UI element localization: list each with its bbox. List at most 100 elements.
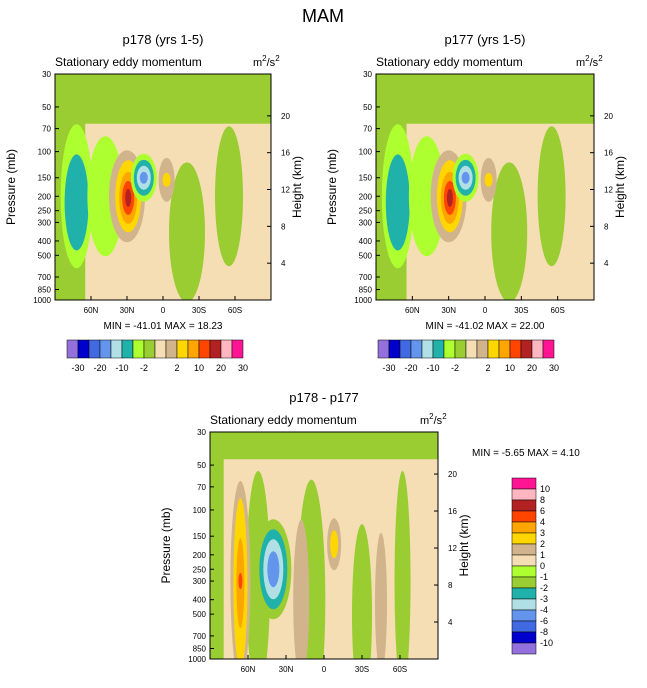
pressure-tick-label: 300 xyxy=(38,218,52,227)
lat-tick-label: 30S xyxy=(514,306,528,315)
lat-tick-label: 60S xyxy=(393,665,407,674)
panels: p178 (yrs 1-5) Stationary eddy momentum m2… xyxy=(4,32,627,674)
colorbar-label: -1 xyxy=(540,572,548,582)
pressure-tick-label: 500 xyxy=(359,251,373,260)
colorbar-box xyxy=(443,339,456,359)
min-max-label: MIN = -5.65 MAX = 4.10 xyxy=(472,448,580,459)
trough-core xyxy=(461,171,470,184)
panel-title: p178 (yrs 1-5) xyxy=(123,32,204,47)
colorbar-label: 3 xyxy=(540,528,545,538)
colorbar-box xyxy=(388,339,401,359)
units-label: m2/s2 xyxy=(420,412,447,427)
colorbar-box xyxy=(511,499,537,512)
height-tick-label: 4 xyxy=(281,259,286,268)
pressure-tick-label: 850 xyxy=(38,286,52,295)
colorbar-label: -30 xyxy=(71,363,84,373)
jet-core xyxy=(125,188,132,207)
height-tick-label: 20 xyxy=(281,112,290,121)
colorbar-box xyxy=(511,576,537,589)
units-label: m2/s2 xyxy=(576,54,603,69)
pressure-tick-label: 1000 xyxy=(33,296,51,305)
colorbar-label: 2 xyxy=(540,539,545,549)
pressure-tick-label: 1000 xyxy=(188,655,206,664)
pressure-tick-label: 200 xyxy=(359,192,373,201)
lat-tick-label: 60S xyxy=(551,306,565,315)
pressure-tick-label: 300 xyxy=(193,577,207,586)
colorbar-box xyxy=(231,339,244,359)
colorbar-box xyxy=(520,339,533,359)
y-axis-label: Pressure (mb) xyxy=(159,507,173,583)
colorbar-label: -10 xyxy=(426,363,439,373)
trough-core xyxy=(139,171,148,184)
height-tick-label: 8 xyxy=(448,581,453,590)
colorbar-box xyxy=(99,339,112,359)
sh-neg-band2 xyxy=(394,471,411,659)
colorbar-box xyxy=(511,565,537,578)
colorbar-box xyxy=(454,339,467,359)
colorbar-box xyxy=(110,339,123,359)
lat-tick-label: 0 xyxy=(161,306,166,315)
min-max-label: MIN = -41.01 MAX = 18.23 xyxy=(104,321,223,332)
sh-band2 xyxy=(215,126,243,267)
colorbar-box xyxy=(511,477,537,490)
colorbar-label: 8 xyxy=(540,495,545,505)
pressure-tick-label: 500 xyxy=(38,251,52,260)
colorbar-box xyxy=(511,609,537,622)
colorbar-box xyxy=(511,521,537,534)
lat-tick-label: 0 xyxy=(483,306,488,315)
height-tick-label: 20 xyxy=(448,470,457,479)
pressure-tick-label: 150 xyxy=(38,174,52,183)
lat-tick-label: 30N xyxy=(441,306,456,315)
pressure-tick-label: 30 xyxy=(197,428,206,437)
colorbar-label: -4 xyxy=(540,605,548,615)
panel-p177: p177 (yrs 1-5) Stationary eddy momentum m2… xyxy=(325,32,627,373)
colorbar-box xyxy=(531,339,544,359)
min-max-label: MIN = -41.02 MAX = 22.00 xyxy=(426,321,545,332)
colorbar-label: 20 xyxy=(216,363,226,373)
plot-area xyxy=(376,74,594,300)
trop-max-core xyxy=(330,530,339,559)
colorbar-box xyxy=(66,339,79,359)
sh-pos-band xyxy=(375,532,387,659)
colorbar-box xyxy=(511,554,537,567)
colorbar-box xyxy=(220,339,233,359)
colorbar-box xyxy=(542,339,555,359)
pressure-tick-label: 70 xyxy=(42,125,51,134)
colorbar-box xyxy=(377,339,390,359)
plot-area xyxy=(55,74,271,300)
colorbar-box xyxy=(465,339,478,359)
pressure-tick-label: 50 xyxy=(363,103,372,112)
nh-edge xyxy=(210,432,224,659)
figure-title: MAM xyxy=(302,6,344,26)
lat-tick-label: 60S xyxy=(228,306,242,315)
pressure-tick-label: 50 xyxy=(197,461,206,470)
colorbar-box xyxy=(511,620,537,633)
height-tick-label: 16 xyxy=(281,149,290,158)
colorbar-label: -2 xyxy=(451,363,459,373)
colorbar-label: -6 xyxy=(540,616,548,626)
pressure-tick-label: 100 xyxy=(38,148,52,157)
colorbar-label: -20 xyxy=(404,363,417,373)
pressure-tick-label: 700 xyxy=(193,632,207,641)
pressure-tick-label: 70 xyxy=(197,483,206,492)
colorbar-label: 10 xyxy=(505,363,515,373)
lat-tick-label: 30N xyxy=(279,665,294,674)
height-tick-label: 12 xyxy=(448,544,457,553)
colorbar-box xyxy=(198,339,211,359)
pressure-tick-label: 30 xyxy=(363,70,372,79)
y-axis-right-label: Height (km) xyxy=(457,514,471,576)
eq-pos-band xyxy=(293,519,310,659)
jet-core xyxy=(446,188,453,207)
colorbar-label: -2 xyxy=(540,583,548,593)
lat-tick-label: 0 xyxy=(322,665,327,674)
units-label: m2/s2 xyxy=(253,54,280,69)
lat-tick-label: 60N xyxy=(84,306,99,315)
lat-tick-label: 30S xyxy=(355,665,369,674)
colorbar-box xyxy=(410,339,423,359)
colorbar-box xyxy=(511,488,537,501)
colorbar-box xyxy=(487,339,500,359)
colorbar-label: -30 xyxy=(382,363,395,373)
colorbar-label: 10 xyxy=(540,484,550,494)
colorbar-label: -2 xyxy=(140,363,148,373)
colorbar-box xyxy=(399,339,412,359)
